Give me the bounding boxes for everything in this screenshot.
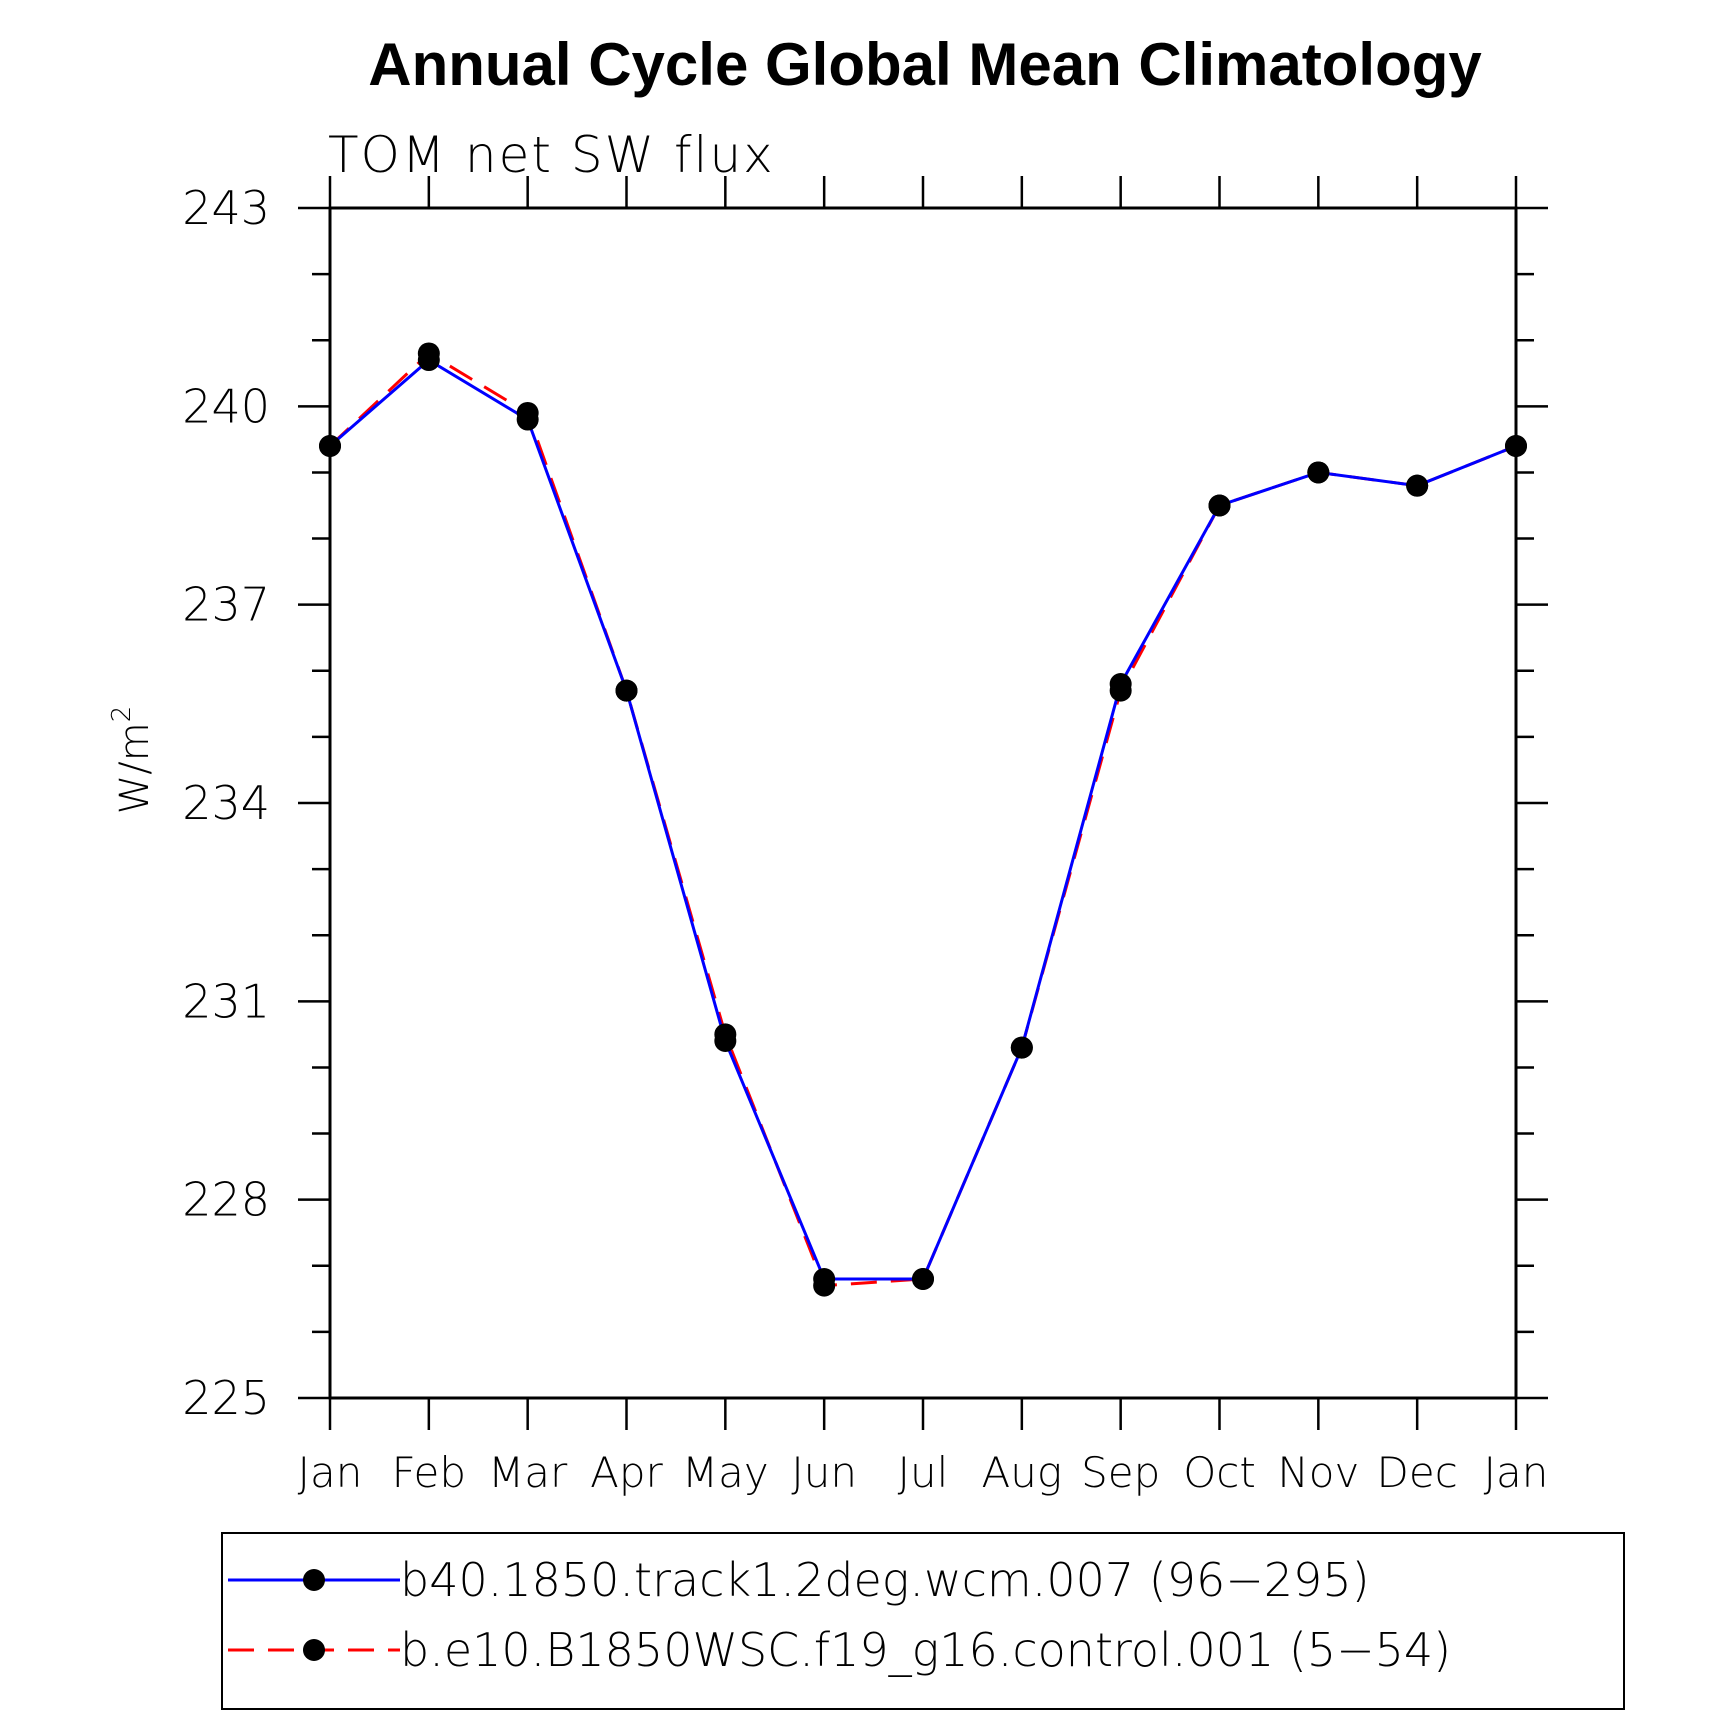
x-tick-label: May — [682, 1448, 769, 1497]
plot-axes: 225 228 231 234 237 240 243 Jan Feb Mar Apr May Jun J… — [182, 176, 1548, 1497]
series-1-point — [516, 408, 539, 431]
series-1-point — [1010, 1036, 1033, 1059]
x-tick-label: Feb — [392, 1448, 466, 1497]
legend-label-2: b.e10.B1850WSC.f19_g16.control.001 (5−54… — [400, 1623, 1451, 1677]
x-tick-label: Dec — [1377, 1448, 1458, 1497]
x-tick-label: Sep — [1081, 1448, 1160, 1497]
series-1-point — [1307, 461, 1330, 484]
plot-frame — [328, 206, 1518, 1400]
y-axis-label: W/m2 — [107, 706, 158, 815]
y-tick-label: 243 — [182, 181, 270, 235]
x-tick-label: Jul — [898, 1448, 949, 1497]
legend-label-1: b40.1850.track1.2deg.wcm.007 (96−295) — [400, 1553, 1370, 1607]
series-layer — [319, 342, 1527, 1297]
y-tick-label: 228 — [182, 1173, 270, 1227]
chart-title: Annual Cycle Global Mean Climatology — [368, 31, 1482, 98]
series-1-point — [714, 1030, 737, 1052]
series-1-point — [1109, 673, 1132, 695]
y-tick-label: 225 — [182, 1371, 270, 1425]
svg-text:W/m2: W/m2 — [107, 706, 158, 815]
x-tick-label: Mar — [488, 1448, 568, 1497]
series-1-point — [1406, 474, 1429, 497]
x-tick-label: Aug — [982, 1448, 1063, 1497]
legend-marker-1 — [303, 1569, 325, 1591]
series-1-point — [1208, 494, 1231, 517]
series-line-1 — [329, 358, 1517, 1281]
x-tick-label: Jun — [791, 1448, 857, 1497]
legend: b40.1850.track1.2deg.wcm.007 (96−295) b.e… — [221, 1532, 1625, 1710]
legend-box — [221, 1532, 1625, 1710]
x-tick-label: Apr — [590, 1448, 663, 1497]
y-tick-label: 231 — [182, 974, 270, 1028]
legend-marker-2 — [303, 1639, 325, 1661]
y-axis-label-superscript: 2 — [107, 706, 137, 723]
chart-subtitle: TOM net SW flux — [328, 126, 775, 184]
y-tick-label: 237 — [182, 578, 270, 632]
series-1-point — [813, 1268, 836, 1290]
series-1-point — [615, 679, 638, 702]
series-1-point — [417, 349, 440, 372]
series-line-2 — [328, 351, 1517, 1288]
y-axis-label-text: W/m — [112, 722, 158, 814]
series-1-point — [1505, 435, 1527, 457]
x-tick-label: Jan — [298, 1448, 363, 1497]
y-tick-label: 234 — [182, 776, 270, 830]
series-1-point — [319, 435, 341, 457]
series-1-point — [912, 1268, 934, 1290]
x-tick-label: Oct — [1183, 1448, 1256, 1497]
y-tick-label: 240 — [182, 379, 270, 433]
x-tick-label: Jan — [1484, 1448, 1549, 1497]
x-tick-label: Nov — [1277, 1448, 1359, 1497]
